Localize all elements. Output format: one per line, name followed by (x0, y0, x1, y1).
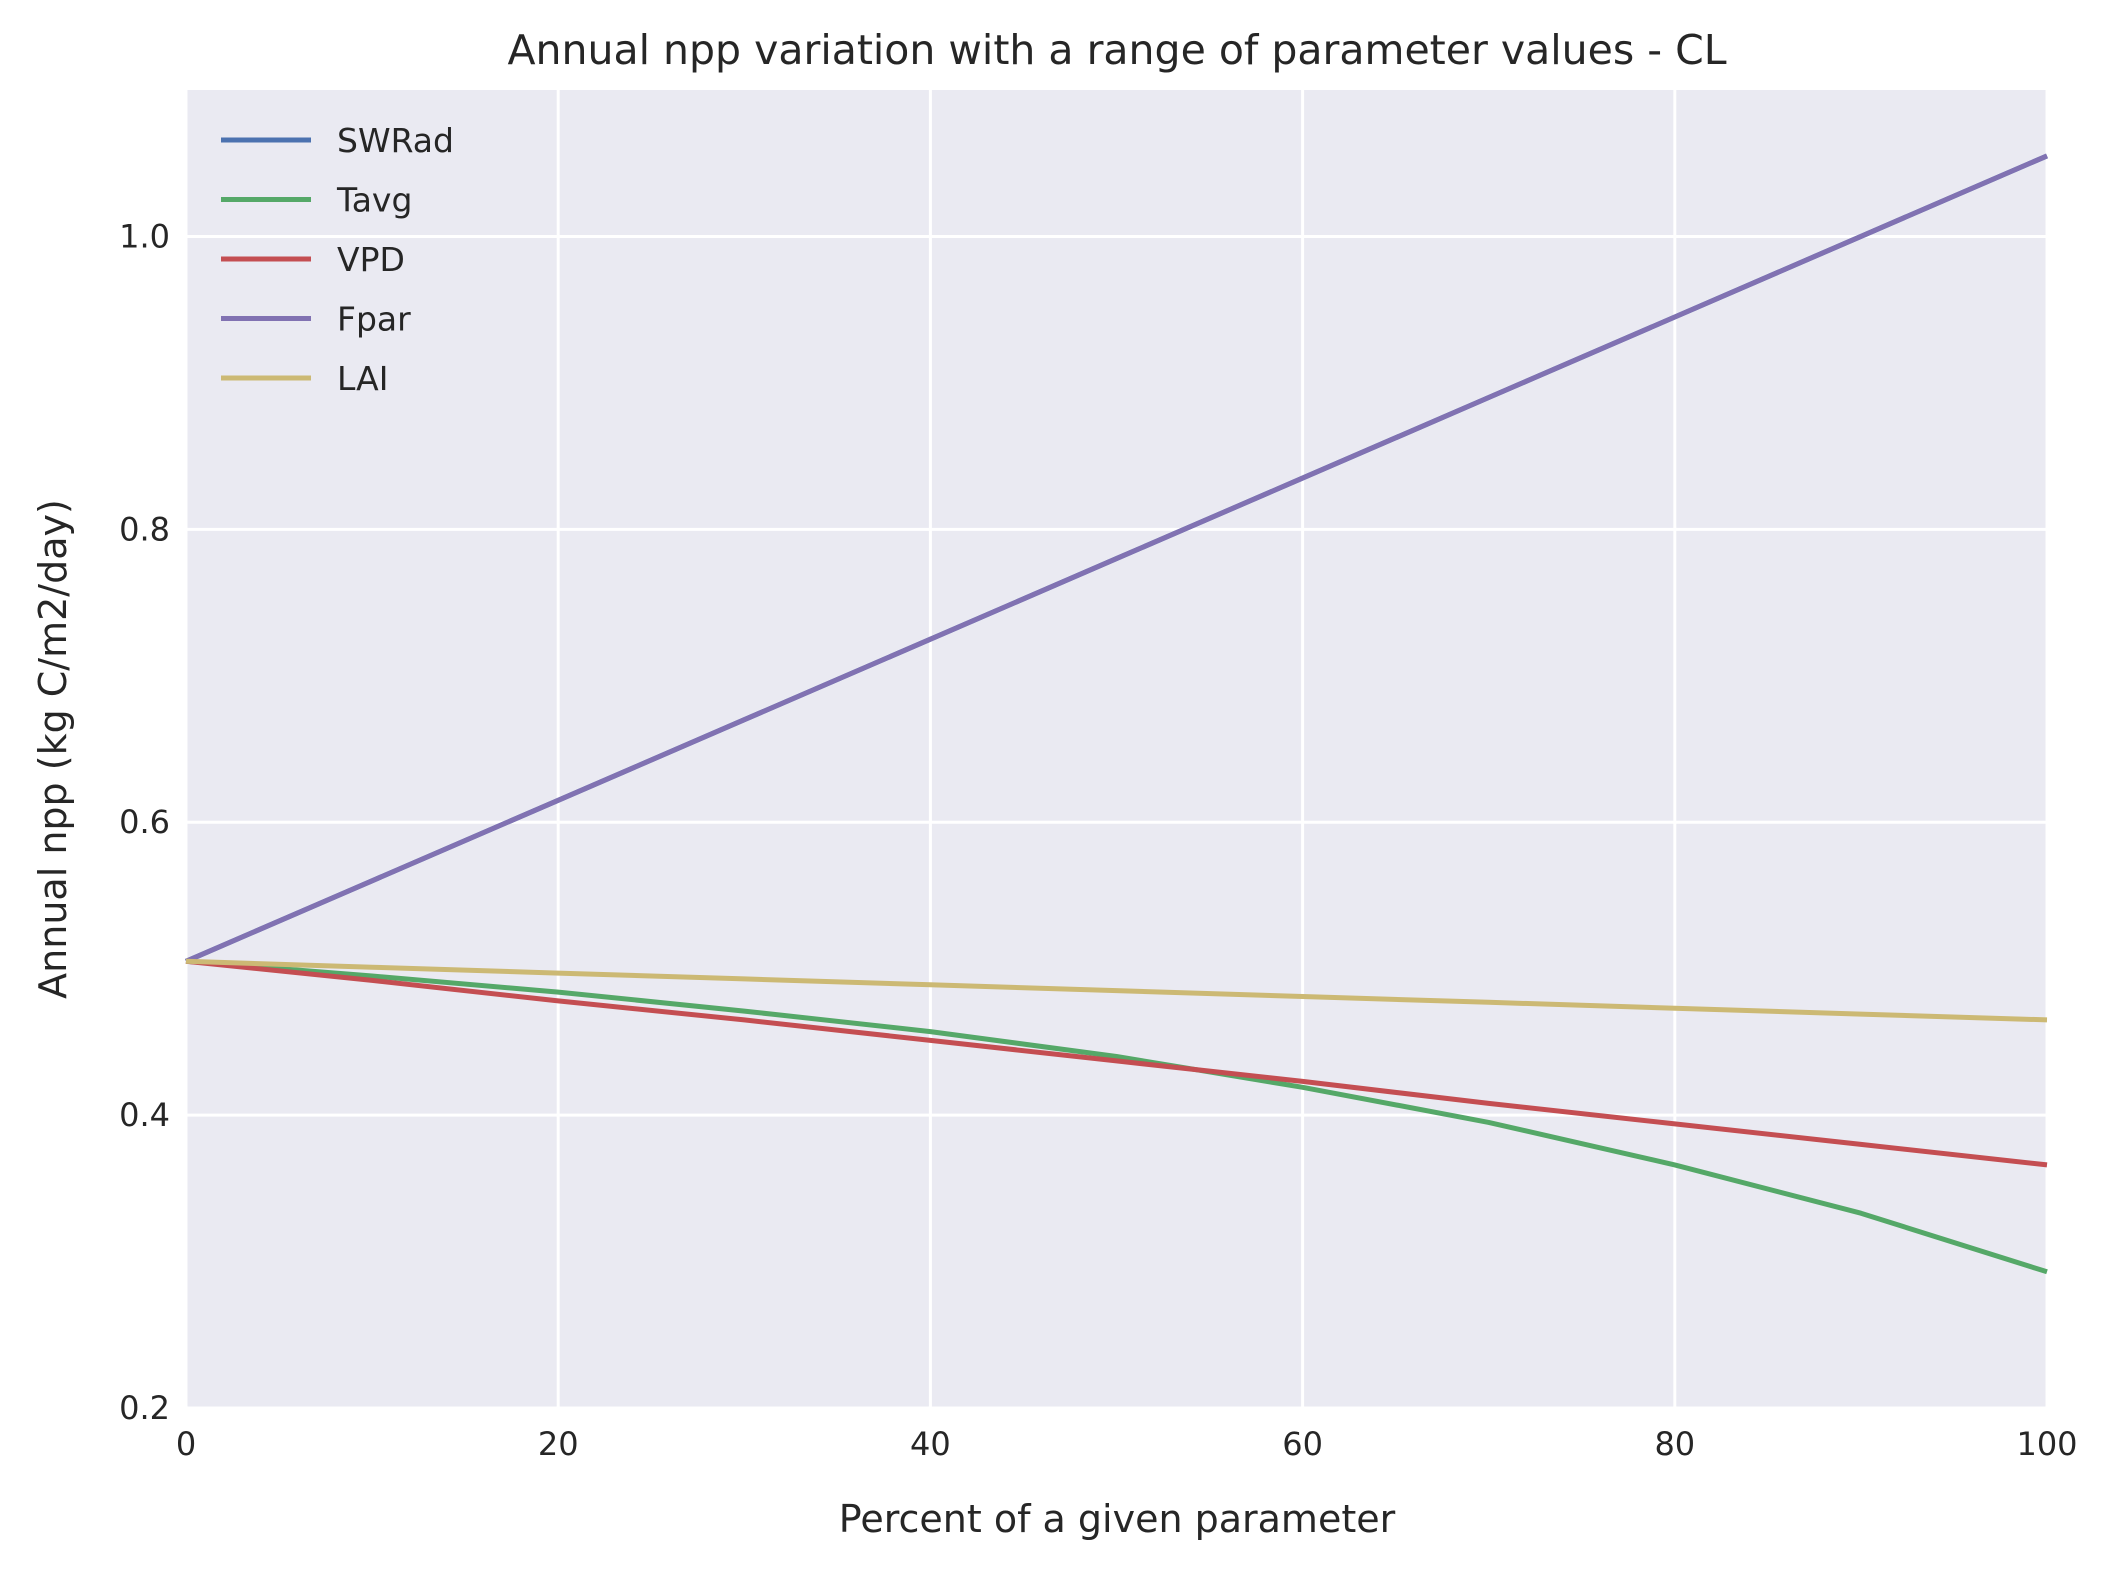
grid (184, 90, 2049, 1410)
y-axis-ticks: 0.2 0.4 0.6 0.8 1.0 (119, 217, 170, 1427)
legend-label: LAI (337, 359, 388, 398)
x-axis-label: Percent of a given parameter (839, 1497, 1396, 1541)
x-tick-label: 20 (538, 1425, 579, 1463)
legend-label: Tavg (336, 181, 412, 220)
series-line-tavg (185, 958, 2048, 1275)
y-tick-label: 0.2 (119, 1389, 170, 1427)
series-line-fpar (185, 153, 2048, 964)
legend: SWRad Tavg VPD Fpar LAI (221, 121, 454, 398)
x-tick-label: 0 (176, 1425, 196, 1463)
y-axis-label: Annual npp (kg C/m2/day) (31, 499, 75, 999)
series-layer (185, 153, 2048, 1275)
legend-label: Fpar (337, 300, 411, 339)
x-axis-ticks: 0 20 40 60 80 100 (176, 1425, 2078, 1463)
y-tick-label: 0.4 (119, 1096, 170, 1134)
x-tick-label: 100 (2016, 1425, 2077, 1463)
series-line-vpd (185, 958, 2048, 1168)
y-tick-label: 0.8 (119, 510, 170, 548)
y-tick-label: 0.6 (119, 803, 170, 841)
legend-label: SWRad (337, 121, 454, 160)
y-tick-label: 1.0 (119, 217, 170, 255)
series-line-lai (185, 958, 2048, 1023)
x-tick-label: 80 (1654, 1425, 1695, 1463)
x-tick-label: 40 (910, 1425, 951, 1463)
legend-label: VPD (337, 240, 405, 279)
x-tick-label: 60 (1282, 1425, 1323, 1463)
chart-title: Annual npp variation with a range of par… (507, 26, 1726, 74)
plot-area (186, 90, 2047, 1408)
